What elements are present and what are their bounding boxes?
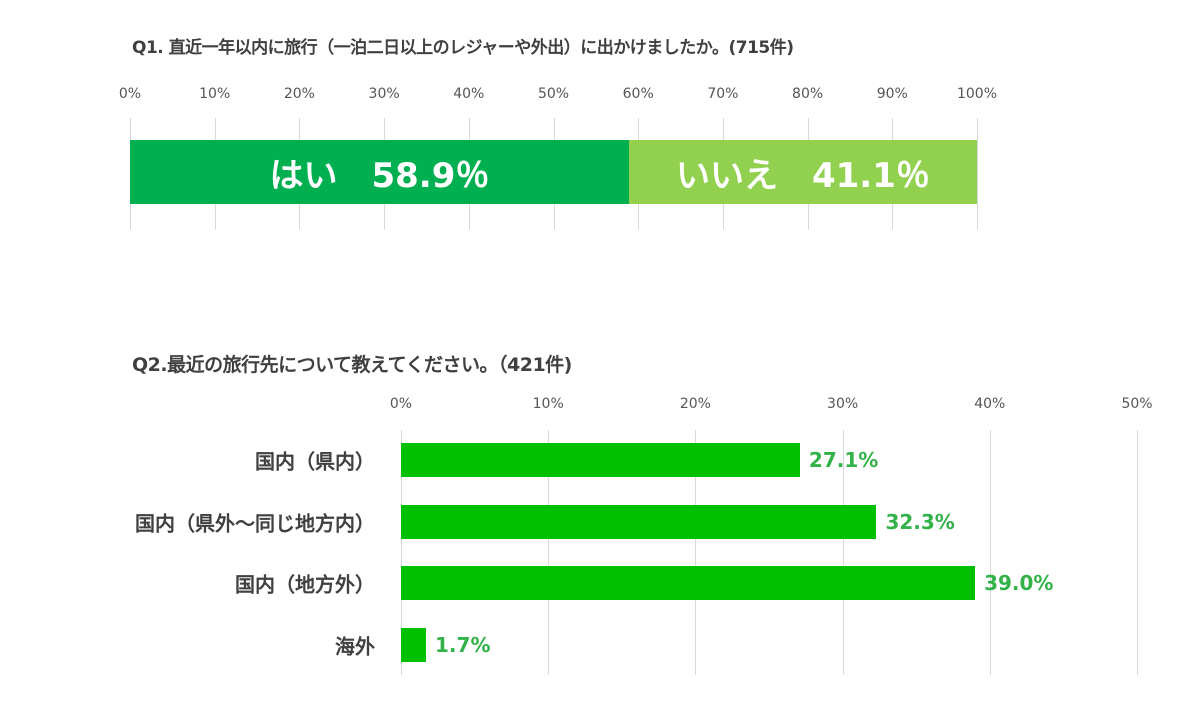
bar-segment-yes: はい 58.9％ [130, 140, 629, 204]
data-label: 39.0% [984, 571, 1054, 595]
grid-line [842, 430, 844, 675]
grid-line [548, 430, 550, 675]
grid-line [989, 430, 991, 675]
x-tick-label: 50% [537, 86, 570, 102]
category-label: 国内（地方外） [235, 572, 375, 597]
data-label: 1.7% [435, 632, 491, 657]
data-label: 27.1% [808, 448, 879, 472]
grid-line [695, 430, 697, 675]
x-tick-label: 0% [389, 396, 413, 412]
x-tick-label: 40% [453, 86, 485, 102]
x-tick-label: 60% [622, 86, 654, 102]
bar-segment-no: いいえ 41.1％ [628, 140, 977, 204]
category-label: 国内（県外～同じ地方内） [135, 511, 375, 535]
data-label: 32.3% [885, 509, 955, 534]
x-tick-label: 50% [1121, 396, 1153, 412]
bar [401, 504, 877, 539]
category-label: 海外 [335, 634, 375, 658]
bar [401, 627, 427, 662]
category-label: 国内（県内） [255, 449, 375, 474]
chart-q1-title: Q1. 直近一年以内に旅行（一泊二日以上のレジャーや外出）に出かけましたか。(7… [132, 38, 794, 58]
x-tick-label: 0% [118, 86, 142, 102]
grid-line [1137, 430, 1138, 675]
bar [401, 566, 976, 600]
x-tick-label: 100% [956, 86, 998, 102]
x-tick-label: 90% [876, 86, 908, 102]
chart-q2-title: Q2.最近の旅行先について教えてください。（421件) [132, 354, 572, 376]
x-tick-label: 20% [283, 86, 315, 102]
x-tick-label: 20% [679, 396, 711, 412]
grid-line [401, 430, 402, 675]
grid-line [977, 118, 978, 230]
x-tick-label: 30% [827, 396, 859, 412]
x-tick-label: 40% [974, 396, 1006, 412]
x-tick-label: 70% [707, 86, 739, 102]
x-tick-label: 30% [368, 86, 400, 102]
x-tick-label: 80% [792, 86, 824, 102]
x-tick-label: 10% [199, 86, 231, 102]
x-tick-label: 10% [532, 396, 564, 412]
bar [401, 443, 800, 477]
